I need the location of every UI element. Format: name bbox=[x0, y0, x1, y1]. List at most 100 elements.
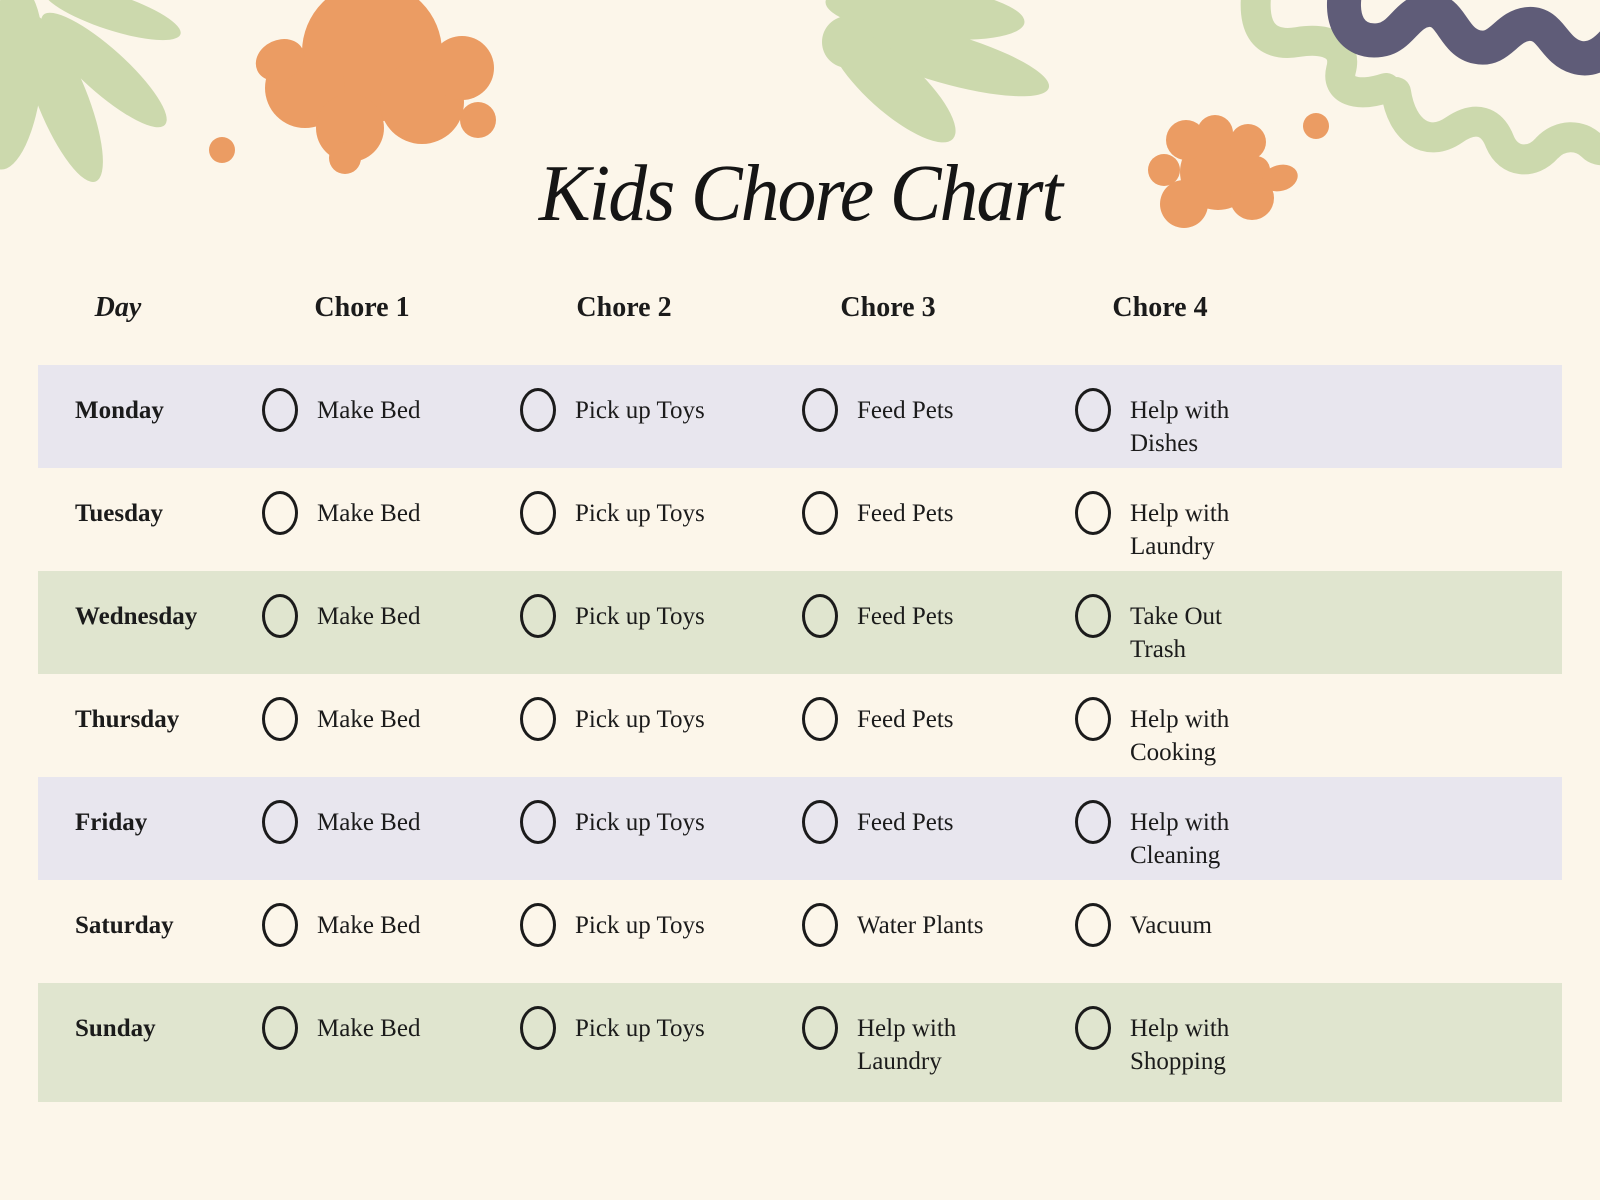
chore-cell-3: Feed Pets bbox=[802, 674, 1075, 777]
chore-label: Help with Dishes bbox=[1130, 397, 1230, 457]
checkbox-circle[interactable] bbox=[1075, 697, 1111, 741]
chore-label: Help with Shopping bbox=[1130, 1015, 1230, 1075]
chore-label: Water Plants bbox=[857, 912, 984, 939]
chore-cell-4: Vacuum bbox=[1075, 880, 1562, 983]
chore-label: Feed Pets bbox=[857, 603, 954, 630]
day-cell: Friday bbox=[75, 777, 262, 880]
checkbox-circle[interactable] bbox=[520, 491, 556, 535]
checkbox-circle[interactable] bbox=[802, 800, 838, 844]
column-header-chore-4: Chore 4 bbox=[1112, 292, 1208, 323]
chore-cell-2: Pick up Toys bbox=[520, 880, 802, 983]
chore-label: Pick up Toys bbox=[575, 397, 705, 424]
day-label: Monday bbox=[75, 397, 164, 424]
day-label: Tuesday bbox=[75, 500, 164, 527]
chore-label: Feed Pets bbox=[857, 706, 954, 733]
checkbox-circle[interactable] bbox=[520, 1006, 556, 1050]
day-label: Friday bbox=[75, 809, 148, 836]
chore-label: Make Bed bbox=[317, 809, 421, 836]
chore-cell-4: Take Out Trash bbox=[1075, 571, 1562, 674]
table-row: Monday Make Bed Pick up Toys Feed Pets H… bbox=[38, 365, 1562, 468]
checkbox-circle[interactable] bbox=[1075, 594, 1111, 638]
column-header-day: Day bbox=[94, 292, 142, 323]
checkbox-circle[interactable] bbox=[802, 388, 838, 432]
checkbox-circle[interactable] bbox=[262, 491, 298, 535]
chore-cell-3: Feed Pets bbox=[802, 468, 1075, 571]
checkbox-circle[interactable] bbox=[520, 594, 556, 638]
checkbox-circle[interactable] bbox=[520, 697, 556, 741]
day-label: Saturday bbox=[75, 912, 174, 939]
chore-cell-3: Feed Pets bbox=[802, 571, 1075, 674]
chore-label: Feed Pets bbox=[857, 397, 954, 424]
checkbox-circle[interactable] bbox=[1075, 903, 1111, 947]
checkbox-circle[interactable] bbox=[262, 903, 298, 947]
chore-cell-2: Pick up Toys bbox=[520, 983, 802, 1102]
chore-cell-1: Make Bed bbox=[262, 468, 520, 571]
checkbox-circle[interactable] bbox=[262, 594, 298, 638]
checkbox-circle[interactable] bbox=[520, 388, 556, 432]
chore-cell-3: Water Plants bbox=[802, 880, 1075, 983]
chore-label: Help with Cleaning bbox=[1130, 809, 1230, 869]
day-label: Wednesday bbox=[75, 603, 198, 630]
checkbox-circle[interactable] bbox=[1075, 491, 1111, 535]
chore-cell-4: Help with Cooking bbox=[1075, 674, 1562, 777]
table-row: Saturday Make Bed Pick up Toys Water Pla… bbox=[38, 880, 1562, 983]
chore-cell-2: Pick up Toys bbox=[520, 674, 802, 777]
table-row: Tuesday Make Bed Pick up Toys Feed Pets … bbox=[38, 468, 1562, 571]
table-row: Thursday Make Bed Pick up Toys Feed Pets… bbox=[38, 674, 1562, 777]
chore-cell-2: Pick up Toys bbox=[520, 468, 802, 571]
chore-cell-3: Feed Pets bbox=[802, 365, 1075, 468]
frond-icon bbox=[822, 0, 1050, 143]
chore-cell-1: Make Bed bbox=[262, 674, 520, 777]
chore-cell-1: Make Bed bbox=[262, 777, 520, 880]
chore-cell-2: Pick up Toys bbox=[520, 571, 802, 674]
chore-label: Take Out Trash bbox=[1130, 603, 1222, 663]
chore-cell-2: Pick up Toys bbox=[520, 777, 802, 880]
checkbox-circle[interactable] bbox=[262, 697, 298, 741]
checkbox-circle[interactable] bbox=[262, 1006, 298, 1050]
chore-label: Help with Laundry bbox=[857, 1015, 957, 1075]
chore-table-body: Monday Make Bed Pick up Toys Feed Pets H… bbox=[38, 365, 1562, 1102]
day-cell: Tuesday bbox=[75, 468, 262, 571]
chore-cell-3: Help with Laundry bbox=[802, 983, 1075, 1102]
checkbox-circle[interactable] bbox=[802, 491, 838, 535]
chore-label: Pick up Toys bbox=[575, 1015, 705, 1042]
chore-cell-1: Make Bed bbox=[262, 880, 520, 983]
checkbox-circle[interactable] bbox=[1075, 1006, 1111, 1050]
chore-label: Feed Pets bbox=[857, 500, 954, 527]
chore-label: Vacuum bbox=[1130, 912, 1212, 939]
table-header: Day Chore 1 Chore 2 Chore 3 Chore 4 bbox=[0, 290, 1600, 328]
day-cell: Wednesday bbox=[75, 571, 262, 674]
chore-cell-4: Help with Cleaning bbox=[1075, 777, 1562, 880]
checkbox-circle[interactable] bbox=[520, 903, 556, 947]
chore-cell-1: Make Bed bbox=[262, 983, 520, 1102]
table-row: Sunday Make Bed Pick up Toys Help with L… bbox=[38, 983, 1562, 1102]
checkbox-circle[interactable] bbox=[802, 903, 838, 947]
page-title: Kids Chore Chart bbox=[538, 150, 1063, 238]
chore-cell-3: Feed Pets bbox=[802, 777, 1075, 880]
chore-label: Make Bed bbox=[317, 706, 421, 733]
chore-label: Make Bed bbox=[317, 912, 421, 939]
chore-cell-4: Help with Laundry bbox=[1075, 468, 1562, 571]
day-cell: Saturday bbox=[75, 880, 262, 983]
column-header-chore-3: Chore 3 bbox=[840, 292, 936, 323]
checkbox-circle[interactable] bbox=[802, 594, 838, 638]
chore-label: Help with Cooking bbox=[1130, 706, 1230, 766]
day-label: Sunday bbox=[75, 1015, 156, 1042]
chore-label: Pick up Toys bbox=[575, 500, 705, 527]
chore-label: Make Bed bbox=[317, 1015, 421, 1042]
chore-cell-4: Help with Dishes bbox=[1075, 365, 1562, 468]
checkbox-circle[interactable] bbox=[802, 697, 838, 741]
day-label: Thursday bbox=[75, 706, 180, 733]
checkbox-circle[interactable] bbox=[262, 388, 298, 432]
checkbox-circle[interactable] bbox=[520, 800, 556, 844]
checkbox-circle[interactable] bbox=[1075, 388, 1111, 432]
checkbox-circle[interactable] bbox=[802, 1006, 838, 1050]
day-cell: Thursday bbox=[75, 674, 262, 777]
table-row: Friday Make Bed Pick up Toys Feed Pets H… bbox=[38, 777, 1562, 880]
chore-cell-1: Make Bed bbox=[262, 365, 520, 468]
checkbox-circle[interactable] bbox=[1075, 800, 1111, 844]
checkbox-circle[interactable] bbox=[262, 800, 298, 844]
chore-cell-4: Help with Shopping bbox=[1075, 983, 1562, 1102]
chore-label: Make Bed bbox=[317, 603, 421, 630]
